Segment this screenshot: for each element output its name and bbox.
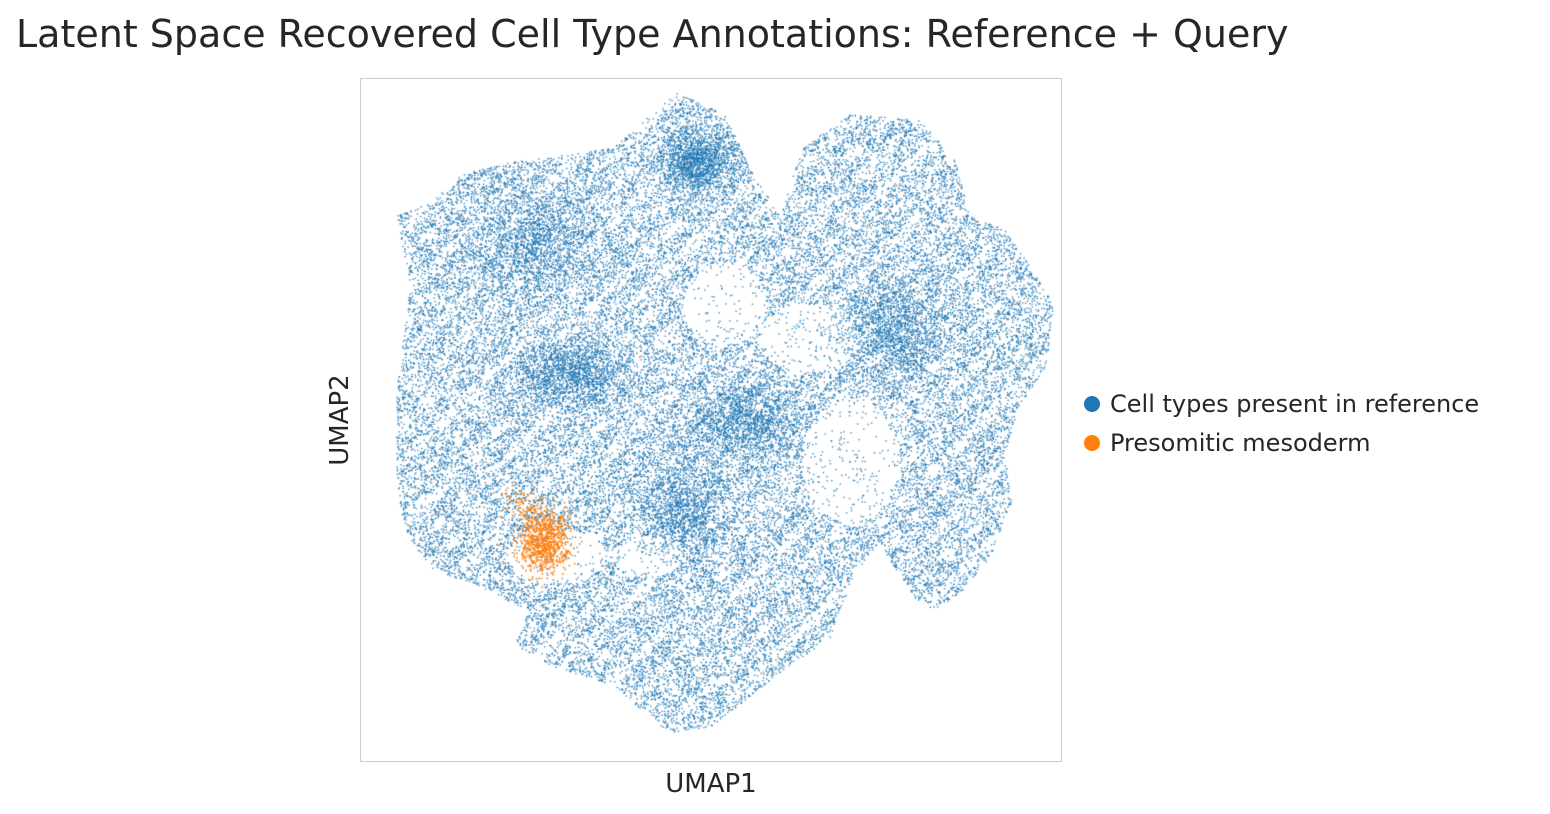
legend-marker-reference: [1084, 395, 1100, 412]
chart-title: Latent Space Recovered Cell Type Annotat…: [16, 12, 1289, 56]
scatter-points-canvas: [361, 79, 1060, 760]
legend-marker-presomitic-mesoderm: [1084, 434, 1100, 451]
plot-area: [360, 78, 1062, 762]
legend-item-reference: Cell types present in reference: [1084, 384, 1479, 423]
legend-label-reference: Cell types present in reference: [1110, 389, 1480, 418]
x-axis-label: UMAP1: [665, 769, 757, 799]
legend: Cell types present in reference Presomit…: [1084, 384, 1479, 462]
legend-item-presomitic-mesoderm: Presomitic mesoderm: [1084, 423, 1479, 462]
legend-label-presomitic-mesoderm: Presomitic mesoderm: [1110, 428, 1371, 457]
y-axis-label: UMAP2: [325, 374, 355, 466]
